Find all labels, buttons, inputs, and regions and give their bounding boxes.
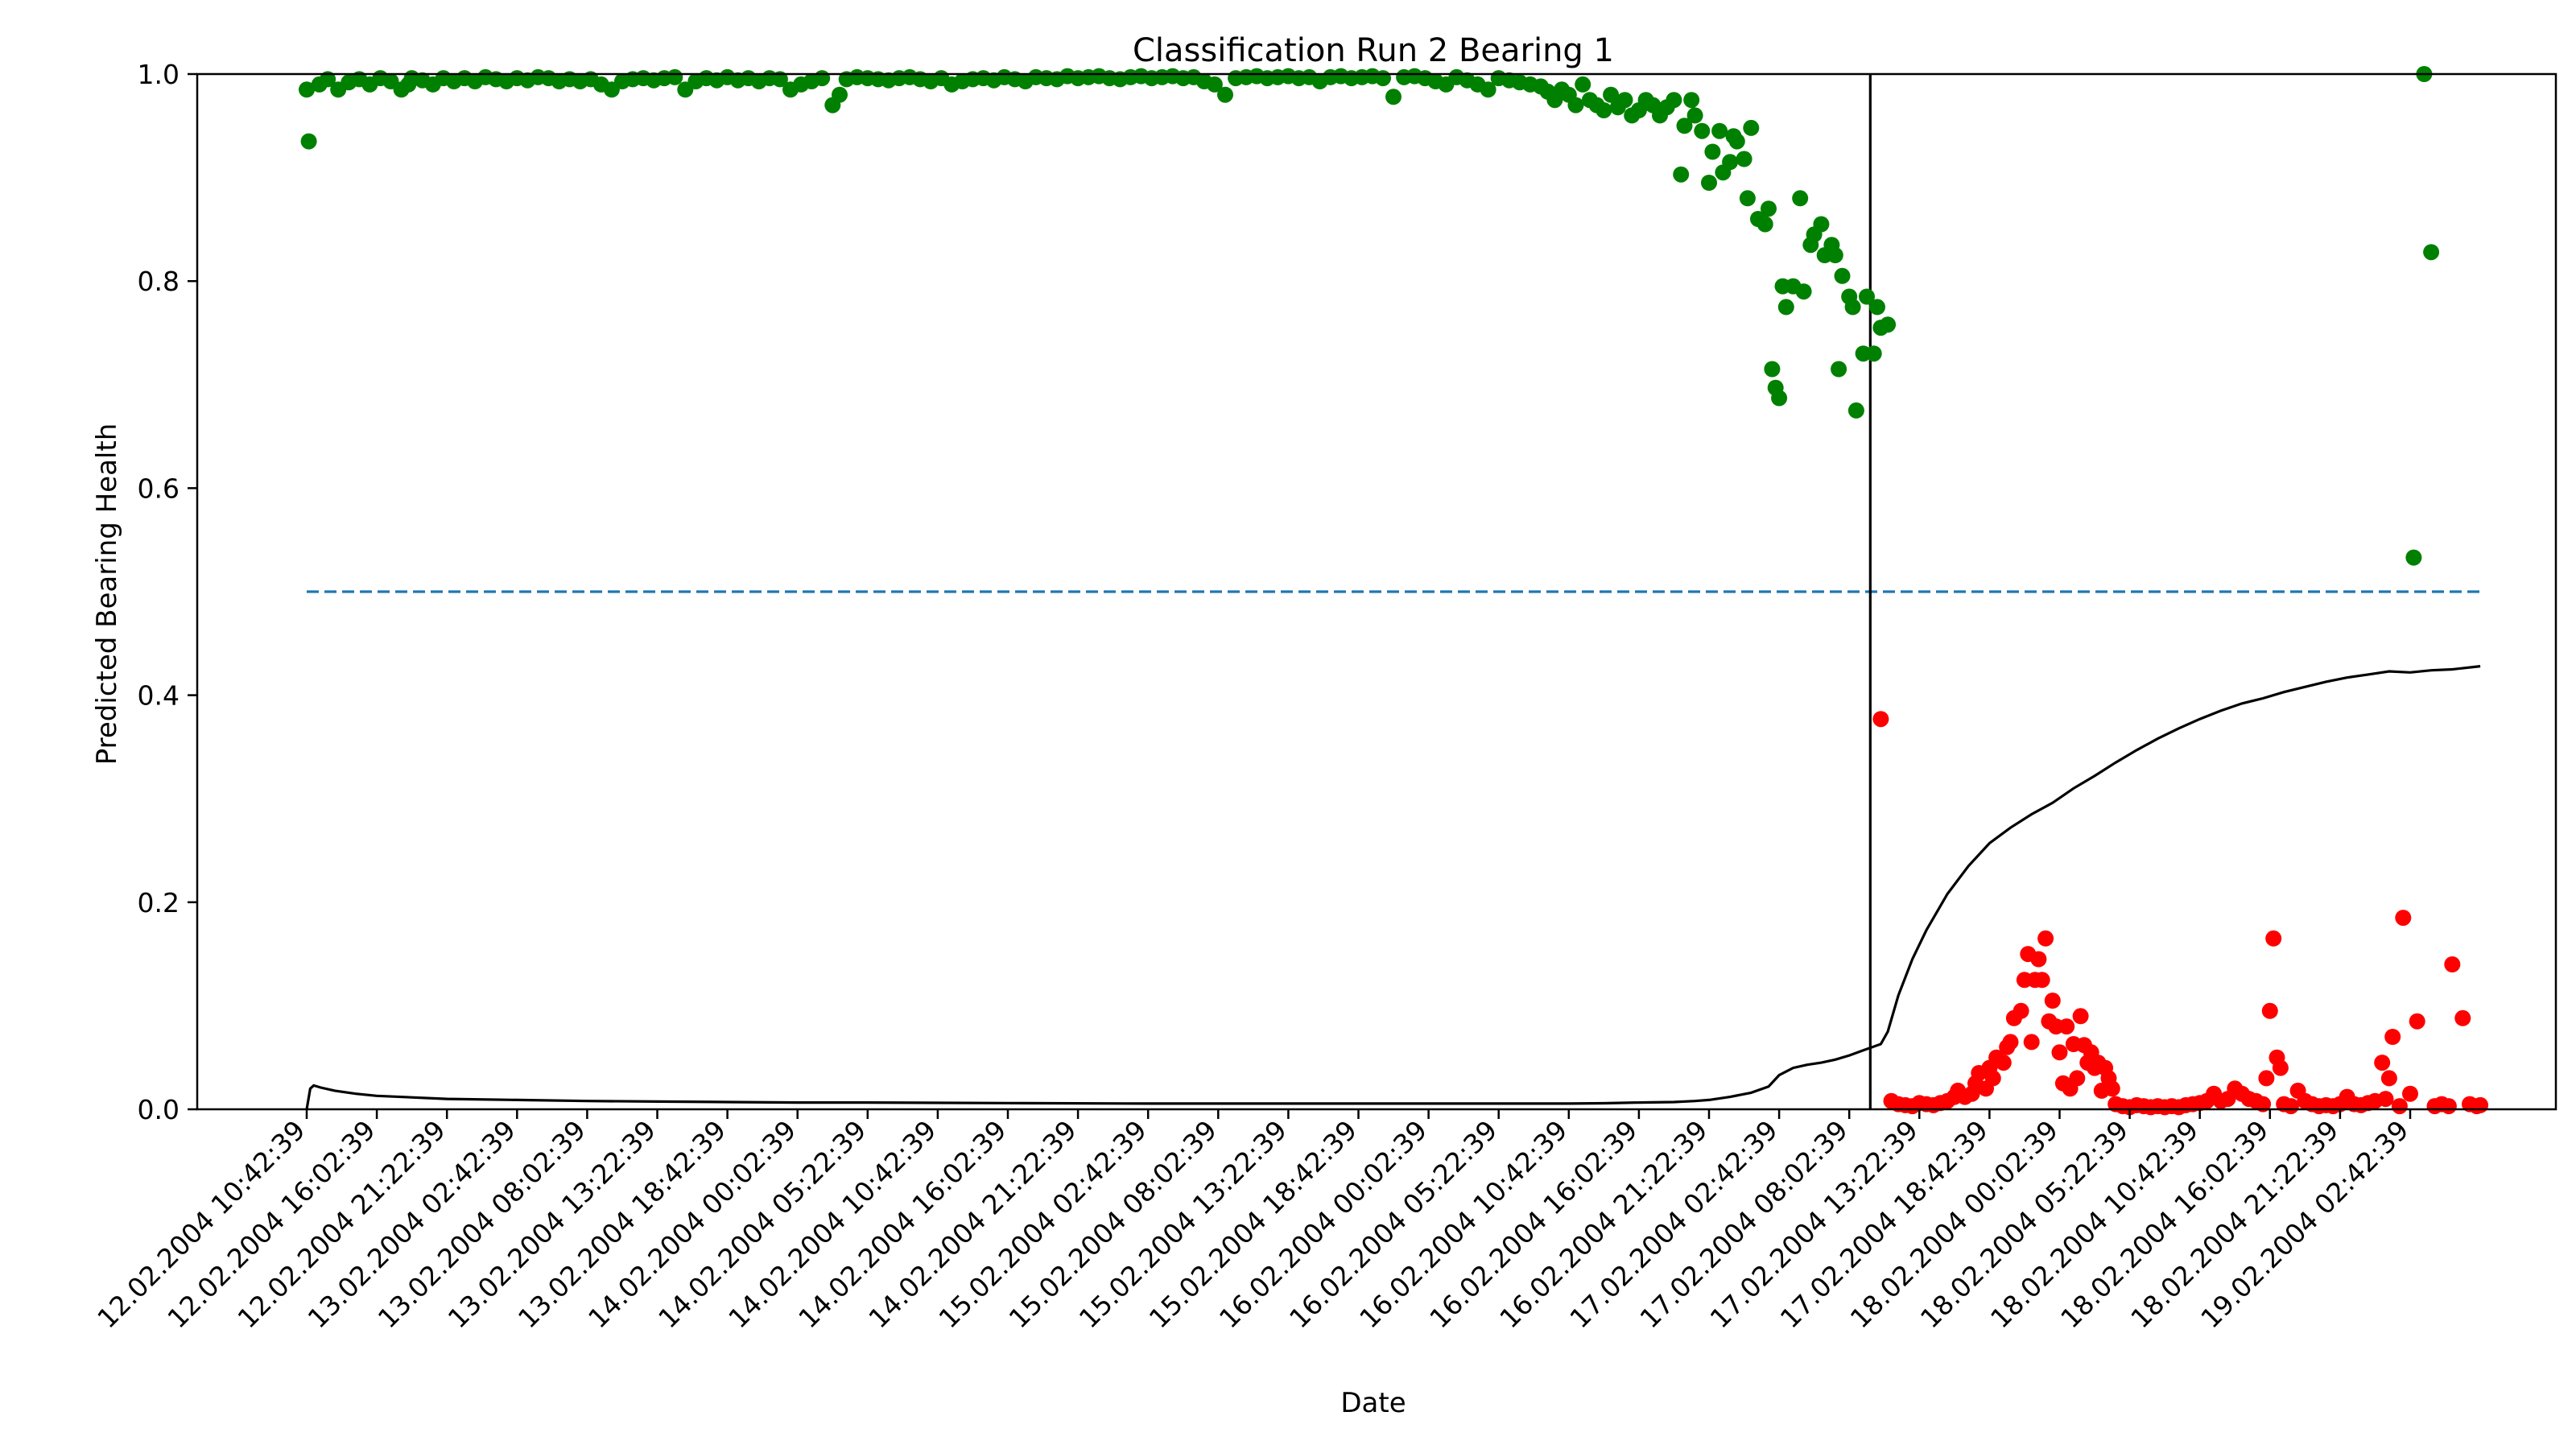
healthy-point xyxy=(1686,107,1703,124)
faulty-point xyxy=(2058,1018,2075,1035)
healthy-point xyxy=(1728,133,1745,150)
x-axis-label: Date xyxy=(1340,1387,1406,1419)
faulty-point xyxy=(2380,1070,2397,1087)
healthy-point xyxy=(1676,118,1693,134)
healthy-point xyxy=(320,71,336,88)
y-tick-label: 0.6 xyxy=(138,473,180,504)
faulty-point xyxy=(2374,1055,2391,1071)
y-axis-label: Predicted Bearing Health xyxy=(91,423,123,766)
y-tick-label: 0.0 xyxy=(138,1094,180,1125)
healthy-point xyxy=(300,133,317,150)
healthy-point xyxy=(1722,154,1739,171)
faulty-point xyxy=(2444,956,2461,972)
healthy-point xyxy=(1859,288,1875,305)
faulty-point xyxy=(2013,1002,2029,1019)
health-index-line xyxy=(305,665,2481,1110)
faulty-point xyxy=(2258,1070,2275,1087)
healthy-point xyxy=(1701,175,1717,191)
faulty-point xyxy=(1984,1070,2001,1087)
healthy-point xyxy=(2405,549,2422,566)
y-tick-label: 0.2 xyxy=(138,887,180,919)
faulty-point xyxy=(2033,972,2050,989)
y-tick-label: 1.0 xyxy=(138,59,180,90)
healthy-point xyxy=(1834,267,1851,284)
faulty-point xyxy=(2409,1013,2425,1030)
healthy-point xyxy=(1206,76,1223,93)
healthy-point xyxy=(1480,81,1496,98)
healthy-point xyxy=(1575,76,1591,93)
faulty-point xyxy=(2030,951,2047,968)
healthy-point xyxy=(1847,402,1864,419)
faulty-point xyxy=(2023,1034,2040,1051)
healthy-point xyxy=(1711,122,1728,139)
healthy-point xyxy=(1777,299,1794,316)
healthy-point xyxy=(1764,361,1781,378)
faulty-point xyxy=(2265,930,2282,947)
healthy-point xyxy=(1757,216,1773,233)
plot-area: 0.00.20.40.60.81.012.02.2004 10:42:3912.… xyxy=(91,59,2557,1334)
faulty-point xyxy=(2377,1091,2394,1108)
faulty-point xyxy=(2384,1029,2401,1045)
healthy-point xyxy=(1771,390,1788,407)
healthy-point xyxy=(1596,102,1612,118)
healthy-point xyxy=(1736,151,1752,167)
y-tick-label: 0.8 xyxy=(138,266,180,297)
healthy-point xyxy=(1792,190,1809,207)
healthy-point xyxy=(814,70,831,87)
faulty-point xyxy=(2072,1008,2089,1025)
healthy-point xyxy=(1375,70,1391,87)
healthy-point xyxy=(1739,190,1756,207)
faulty-point xyxy=(2272,1059,2289,1076)
faulty-point xyxy=(2069,1070,2086,1087)
faulty-point xyxy=(2037,930,2054,947)
faulty-point xyxy=(2255,1096,2272,1113)
healthy-point xyxy=(1844,299,1861,316)
faulty-point xyxy=(2440,1098,2457,1115)
healthy-point xyxy=(1704,143,1721,160)
healthy-point xyxy=(299,81,315,98)
healthy-point xyxy=(1865,345,1882,362)
healthy-point xyxy=(1831,361,1847,378)
chart-title: Classification Run 2 Bearing 1 xyxy=(1133,32,1614,69)
faulty-point xyxy=(2395,910,2412,927)
healthy-point xyxy=(1616,92,1633,109)
healthy-point xyxy=(1673,166,1690,183)
healthy-point xyxy=(1813,216,1830,233)
faulty-point xyxy=(2402,1085,2418,1102)
healthy-point xyxy=(1217,86,1233,103)
healthy-point xyxy=(771,71,788,88)
faulty-point xyxy=(2472,1096,2489,1113)
axes-frame xyxy=(196,72,2557,1111)
healthy-point xyxy=(1603,86,1620,103)
faulty-point xyxy=(2002,1034,2019,1051)
healthy-point xyxy=(2423,244,2440,261)
faulty-point xyxy=(2044,993,2061,1009)
healthy-point xyxy=(1880,316,1897,333)
faulty-point xyxy=(1872,711,1889,728)
healthy-point xyxy=(1743,119,1760,136)
healthy-point xyxy=(1666,92,1682,109)
healthy-point xyxy=(1385,89,1402,105)
healthy-point xyxy=(1869,299,1885,316)
faulty-point xyxy=(2103,1080,2120,1097)
healthy-point xyxy=(1694,122,1711,139)
healthy-point xyxy=(832,86,848,103)
faulty-point xyxy=(2282,1098,2299,1115)
y-tick-label: 0.4 xyxy=(138,680,180,712)
faulty-point xyxy=(2051,1044,2068,1061)
faulty-point xyxy=(2261,1002,2278,1019)
healthy-point xyxy=(1761,200,1777,217)
healthy-point xyxy=(1795,283,1812,300)
healthy-point xyxy=(1567,97,1584,114)
faulty-point xyxy=(2391,1098,2408,1115)
healthy-point xyxy=(1827,247,1843,263)
faulty-point xyxy=(1995,1055,2012,1071)
healthy-point xyxy=(1683,92,1700,109)
faulty-point xyxy=(2454,1009,2471,1026)
healthy-point xyxy=(667,68,683,85)
